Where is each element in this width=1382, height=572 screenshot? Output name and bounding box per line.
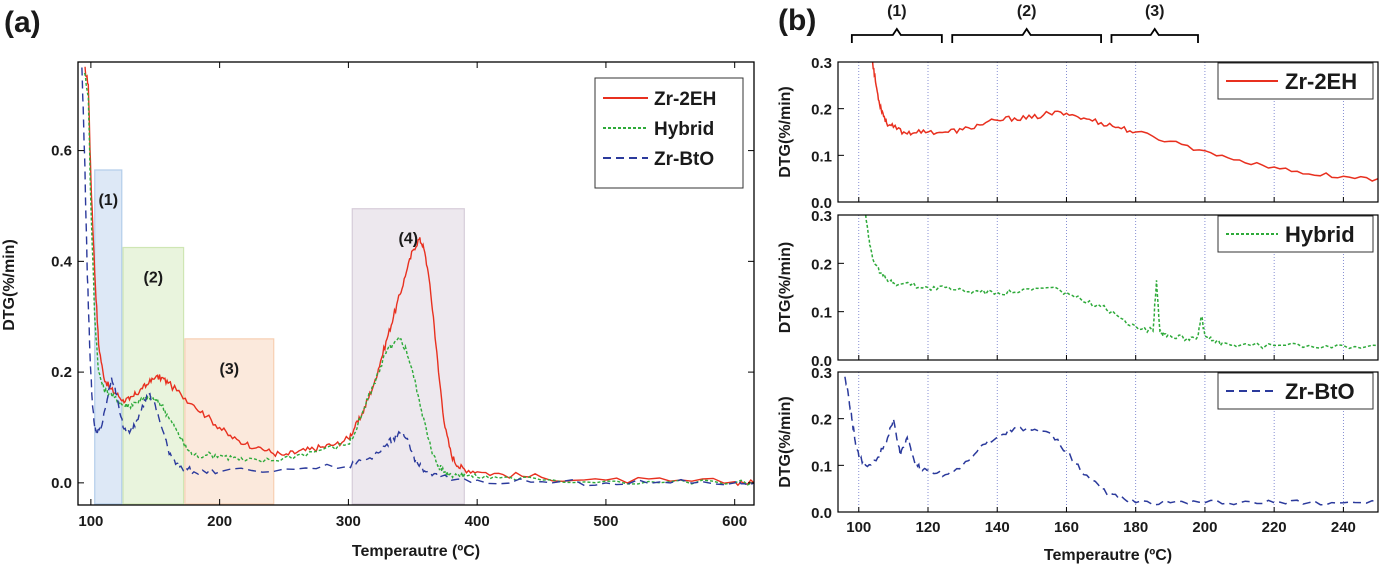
range-bracket-3 [1110,27,1199,43]
region-box-1 [94,169,123,505]
legend-label-zr-bto: Zr-BtO [654,149,714,170]
plot-frame [837,371,1379,513]
y-tick-label: 0.0 [51,475,72,492]
y-tick-label: 0.4 [51,253,73,270]
subplot-hybrid: 0.0 0.1 0.2 0.3 DTG(%/min) Hybrid [777,208,1379,370]
range-label-1: (1) [887,3,907,20]
x-tick-label: 240 [1331,519,1356,536]
panel-b-label: (b) [778,4,816,37]
y-tick-label: 0.2 [811,256,832,273]
plot-frame [837,61,1379,203]
y-tick-label: 0.1 [811,148,832,165]
legend-label-zr-2eh: Zr-2EH [1285,69,1357,94]
x-axis-label-b: Temperautre (ºC) [1044,547,1172,564]
y-axis-label: DTG(%/min) [777,242,794,334]
series-line-zr-2eh [871,61,1379,182]
y-tick-label: 0.2 [51,364,72,381]
series-line-hybrid [83,72,755,486]
region-label-4: (4) [398,231,418,248]
y-tick-label: 0.2 [811,412,832,429]
panel-a-label: (a) [4,6,41,39]
region-boxes: (1) (2) (3) (4) [94,169,465,505]
y-tick-label: 0.3 [811,208,832,225]
y-axis-label-a: DTG(%/min) [1,239,18,331]
x-axis-label-a: Temperautre (ºC) [352,543,480,560]
y-tick-label: 0.1 [811,305,832,322]
y-axis-label: DTG(%/min) [777,396,794,488]
region-label-1: (1) [98,192,118,209]
x-tick-label: 180 [1123,519,1148,536]
range-label-3: (3) [1145,3,1165,20]
y-tick-label: 0.0 [811,195,832,212]
region-box-2 [122,246,185,505]
series-line-zr-bto [81,67,755,487]
x-tick-label: 140 [985,519,1010,536]
y-tick-label: 0.0 [811,505,832,522]
range-bracket-1 [850,27,943,43]
legend-label-hybrid: Hybrid [654,119,714,140]
panel-a: (a) (1) (2) (3) (4) 100 200 300 400 500 600 0.0 0.… [1,6,755,560]
series-line-zr-bto [844,376,1379,506]
legend-label-zr-bto: Zr-BtO [1285,379,1355,404]
series-group [81,66,755,487]
plot-frame-a [77,61,755,506]
region-label-3: (3) [220,361,240,378]
subplot-zr-bto: 0.0 0.1 0.2 0.3 DTG(%/min) Zr-BtO [777,365,1379,522]
y-tick-label: 0.0 [811,353,832,370]
x-tick-label: 220 [1262,519,1287,536]
panel-b: (b) (1) (2) (3) 0.0 0.1 0.2 0.3 DTG(%/min) Zr-2… [777,3,1379,564]
series-line-zr-2eh [84,66,755,487]
range-bracket-2 [951,27,1102,43]
x-tick-label: 300 [336,513,361,530]
x-tick-label: 160 [1054,519,1079,536]
subplot-zr-2eh: 0.0 0.1 0.2 0.3 DTG(%/min) Zr-2EH [777,55,1379,212]
x-tick-label: 100 [78,513,103,530]
range-brackets: (1) (2) (3) [850,3,1199,43]
x-tick-label: 200 [207,513,232,530]
y-tick-label: 0.2 [811,102,832,119]
x-tick-label: 100 [846,519,871,536]
x-tick-label: 400 [465,513,490,530]
region-box-3 [184,338,275,505]
x-tick-label: 600 [722,513,747,530]
region-label-2: (2) [144,270,164,287]
x-tick-label: 120 [915,519,940,536]
plot-frame [837,214,1379,361]
legend-box-a [594,77,744,189]
y-tick-label: 0.1 [811,458,832,475]
y-axis-label: DTG(%/min) [777,86,794,178]
range-label-2: (2) [1017,3,1037,20]
legend-label-hybrid: Hybrid [1285,222,1355,247]
legend-a: Zr-2EH Hybrid Zr-BtO [594,77,744,189]
y-tick-label: 0.6 [51,143,72,160]
x-tick-label: 200 [1192,519,1217,536]
x-tick-label: 500 [593,513,618,530]
series-line-hybrid [864,214,1379,350]
legend-label-zr-2eh: Zr-2EH [654,89,716,110]
y-tick-label: 0.3 [811,55,832,72]
y-tick-label: 0.3 [811,365,832,382]
